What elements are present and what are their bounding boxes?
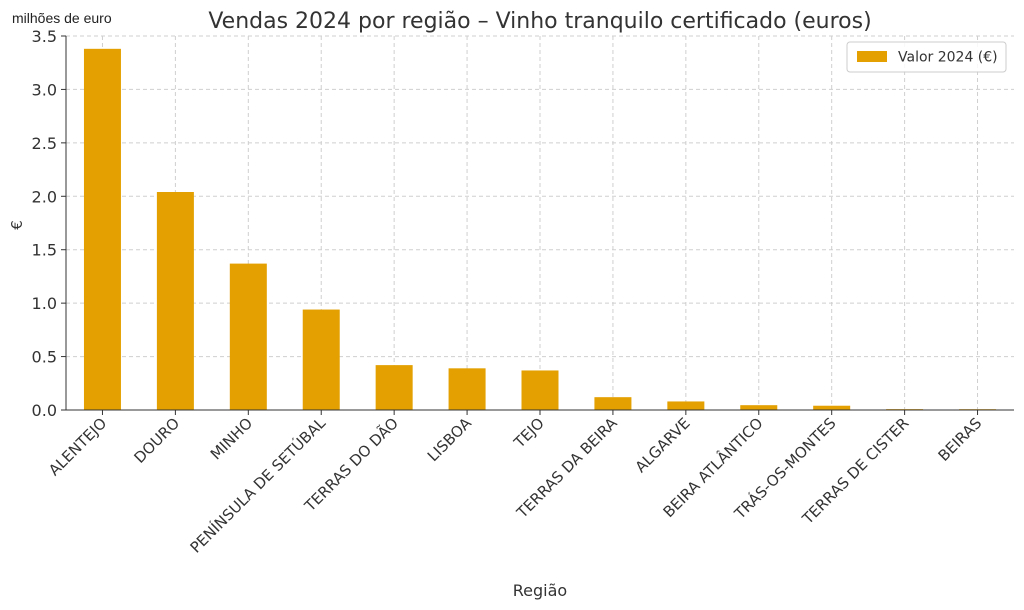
bar: [156, 192, 194, 410]
grid: [66, 35, 1014, 411]
x-tick-label: BEIRAS: [935, 414, 986, 465]
bar: [594, 397, 632, 410]
bar: [229, 263, 267, 410]
y-tick-label: 1.5: [32, 241, 57, 260]
x-tick-label: TEJO: [510, 414, 548, 452]
x-tick-label: PENÍNSULA DE SETÚBAL: [186, 413, 330, 557]
bar: [521, 370, 559, 410]
x-tick-label: DOURO: [130, 414, 183, 467]
y-tick-label: 3.5: [32, 27, 57, 46]
bars: [83, 48, 997, 411]
x-tick-label: MINHO: [207, 414, 256, 463]
y-tick-label: 1.0: [32, 294, 57, 313]
y-tick-label: 3.0: [32, 80, 57, 99]
bar: [83, 48, 121, 411]
bar: [740, 405, 778, 410]
bar: [813, 405, 851, 410]
y-tick-label: 2.0: [32, 187, 57, 206]
legend-label: Valor 2024 (€): [898, 50, 998, 66]
bar: [448, 368, 486, 410]
y-tick-label: 0.0: [32, 401, 57, 420]
x-tick-label: LISBOA: [424, 414, 476, 466]
x-axis-label: Região: [513, 581, 567, 600]
x-tick-label: ALGARVE: [632, 414, 694, 476]
bar: [302, 309, 340, 410]
y-axis-label: €: [8, 220, 26, 230]
y-tick-label: 2.5: [32, 134, 57, 153]
legend-box: [846, 41, 1007, 73]
bar: [667, 401, 705, 410]
bar: [375, 365, 413, 410]
legend-swatch: [857, 51, 887, 62]
legend: Valor 2024 (€): [846, 41, 1007, 73]
chart-title: Vendas 2024 por região – Vinho tranquilo…: [208, 9, 871, 34]
scale-note: milhões de euro: [12, 10, 112, 26]
x-tick-label: ALENTEJO: [45, 414, 110, 479]
y-tick-label: 0.5: [32, 348, 57, 367]
